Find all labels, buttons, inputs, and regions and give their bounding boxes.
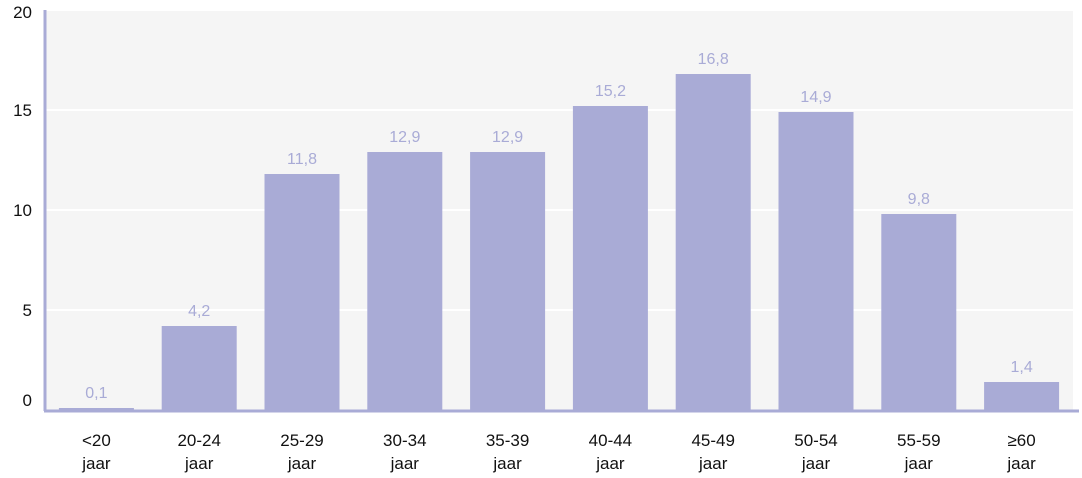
x-category-label-line: 40-44 xyxy=(589,431,632,450)
bar xyxy=(881,214,957,410)
bar xyxy=(264,174,340,410)
data-label: 15,2 xyxy=(595,83,626,100)
y-tick-label: 5 xyxy=(23,301,32,320)
bar xyxy=(367,152,443,410)
data-label: 11,8 xyxy=(287,151,317,168)
x-category-label: ≥60 jaar xyxy=(1006,431,1036,473)
y-tick-label: 10 xyxy=(13,201,32,220)
data-label: 1,4 xyxy=(1010,359,1032,376)
data-label: 12,9 xyxy=(389,129,420,146)
x-category-label-line: jaar xyxy=(801,454,831,473)
x-category-label: 30-34 jaar xyxy=(383,431,426,473)
x-category-label-line: 25-29 xyxy=(280,431,323,450)
x-category-label-line: 20-24 xyxy=(177,431,220,450)
x-category-label-line: <20 xyxy=(82,431,111,450)
x-category-label: 45-49 jaar xyxy=(691,431,734,473)
x-category-label-line: jaar xyxy=(390,454,420,473)
x-category-label-line: jaar xyxy=(492,454,522,473)
data-label: 4,2 xyxy=(188,303,210,320)
x-category-label-line: jaar xyxy=(1006,454,1036,473)
x-category-label-line: 35-39 xyxy=(486,431,529,450)
data-label: 14,9 xyxy=(800,89,831,106)
data-label: 9,8 xyxy=(908,191,930,208)
data-label: 12,9 xyxy=(492,129,523,146)
x-category-label: 40-44 jaar xyxy=(589,431,632,473)
x-category-label: <20 jaar xyxy=(81,431,111,473)
bar xyxy=(984,382,1060,410)
x-category-label-line: 30-34 xyxy=(383,431,426,450)
x-category-label: 35-39 jaar xyxy=(486,431,529,473)
x-category-label-line: jaar xyxy=(287,454,317,473)
x-category-label-line: 50-54 xyxy=(794,431,837,450)
x-category-label-line: jaar xyxy=(698,454,728,473)
x-category-label: 20-24 jaar xyxy=(177,431,220,473)
data-labels: 0,1 4,2 11,8 12,9 12,9 15,2 16,8 14,9 9,8 1,4 xyxy=(85,51,1033,402)
bar xyxy=(675,74,751,410)
y-axis-tick-labels: 0 5 10 15 20 xyxy=(13,3,32,410)
x-category-label-line: jaar xyxy=(184,454,214,473)
bar xyxy=(161,326,237,410)
x-axis-category-labels: <20 jaar 20-24 jaar 25-29 jaar 30-34 jaar 35-39 j… xyxy=(81,431,1036,473)
y-tick-label: 15 xyxy=(13,101,32,120)
bar xyxy=(470,152,546,410)
x-category-label-line: ≥60 xyxy=(1007,431,1035,450)
bar xyxy=(778,112,854,410)
x-category-label-line: 45-49 xyxy=(691,431,734,450)
bar xyxy=(58,408,134,410)
x-category-label: 25-29 jaar xyxy=(280,431,323,473)
x-category-label-line: jaar xyxy=(595,454,625,473)
x-category-label: 50-54 jaar xyxy=(794,431,837,473)
data-label: 0,1 xyxy=(85,385,107,402)
bars xyxy=(58,74,1060,410)
y-tick-label: 20 xyxy=(13,3,32,22)
x-category-label-line: jaar xyxy=(904,454,934,473)
bar xyxy=(572,106,648,410)
x-category-label-line: jaar xyxy=(81,454,111,473)
x-category-label: 55-59 jaar xyxy=(897,431,940,473)
data-label: 16,8 xyxy=(698,51,729,68)
y-tick-label: 0 xyxy=(23,391,32,410)
x-category-label-line: 55-59 xyxy=(897,431,940,450)
